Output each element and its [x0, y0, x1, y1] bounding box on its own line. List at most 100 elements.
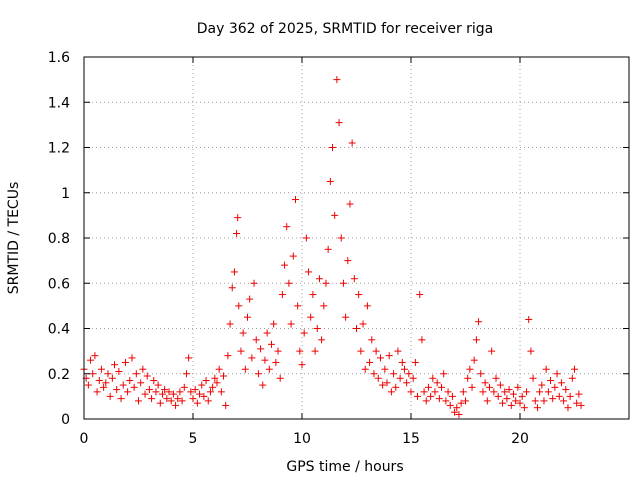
data-point-marker — [187, 388, 195, 396]
data-point-marker — [368, 336, 376, 344]
data-point-marker — [333, 76, 341, 84]
data-point-marker — [359, 320, 367, 328]
data-point-marker — [322, 279, 330, 287]
data-point-marker — [87, 356, 95, 364]
data-point-marker — [429, 374, 437, 382]
data-point-marker — [346, 200, 354, 208]
data-points — [80, 76, 585, 418]
data-point-marker — [577, 401, 585, 409]
data-point-marker — [407, 388, 415, 396]
data-point-marker — [233, 229, 241, 237]
data-point-marker — [259, 381, 267, 389]
x-tick-labels: 0 5 10 15 20 — [80, 431, 529, 447]
data-point-marker — [281, 261, 289, 269]
data-point-marker — [416, 291, 424, 299]
data-point-marker — [198, 381, 206, 389]
data-point-marker — [433, 379, 441, 387]
data-point-marker — [549, 395, 557, 403]
data-point-marker — [158, 390, 166, 398]
data-point-marker — [257, 345, 265, 353]
data-point-marker — [318, 336, 326, 344]
data-point-marker — [202, 377, 210, 385]
grid-lines — [84, 57, 629, 419]
data-point-marker — [411, 358, 419, 366]
data-point-marker — [237, 347, 245, 355]
data-point-marker — [448, 392, 456, 400]
data-point-marker — [185, 354, 193, 362]
data-point-marker — [204, 397, 212, 405]
data-point-marker — [376, 354, 384, 362]
data-point-marker — [403, 379, 411, 387]
data-point-marker — [553, 370, 561, 378]
data-point-marker — [396, 374, 404, 382]
data-point-marker — [435, 395, 443, 403]
data-point-marker — [503, 395, 511, 403]
data-point-marker — [357, 347, 365, 355]
data-point-marker — [516, 399, 524, 407]
data-point-marker — [239, 329, 247, 337]
data-point-marker — [132, 370, 140, 378]
data-point-marker — [337, 234, 345, 242]
data-point-marker — [130, 383, 138, 391]
data-point-marker — [246, 295, 254, 303]
x-tick-label: 20 — [511, 431, 529, 447]
data-point-marker — [492, 374, 500, 382]
data-point-marker — [172, 401, 180, 409]
data-point-marker — [278, 291, 286, 299]
data-point-marker — [427, 392, 435, 400]
data-point-marker — [525, 315, 533, 323]
data-point-marker — [154, 381, 162, 389]
data-point-marker — [568, 374, 576, 382]
data-point-marker — [387, 388, 395, 396]
data-point-marker — [540, 397, 548, 405]
data-point-marker — [206, 388, 214, 396]
data-point-marker — [383, 379, 391, 387]
x-tick-label: 0 — [80, 431, 89, 447]
data-point-marker — [523, 388, 531, 396]
data-point-marker — [102, 379, 110, 387]
data-point-marker — [472, 336, 480, 344]
y-tick-labels: 0 0.2 0.4 0.6 0.8 1 1.2 1.4 1.6 — [48, 50, 70, 428]
data-point-marker — [398, 358, 406, 366]
y-tick-label: 0.2 — [48, 367, 70, 383]
data-point-marker — [178, 397, 186, 405]
data-point-marker — [564, 404, 572, 412]
data-point-marker — [431, 388, 439, 396]
y-tick-label: 0.6 — [48, 276, 70, 292]
data-point-marker — [361, 365, 369, 373]
data-point-marker — [457, 399, 465, 407]
data-point-marker — [215, 365, 223, 373]
data-point-marker — [121, 358, 129, 366]
data-point-marker — [252, 336, 260, 344]
data-point-marker — [193, 399, 201, 407]
data-point-marker — [536, 388, 544, 396]
data-point-marker — [270, 320, 278, 328]
data-point-marker — [499, 399, 507, 407]
data-point-marker — [557, 379, 565, 387]
data-point-marker — [418, 336, 426, 344]
data-point-marker — [95, 377, 103, 385]
data-point-marker — [248, 354, 256, 362]
data-point-marker — [562, 386, 570, 394]
data-point-marker — [276, 374, 284, 382]
data-point-marker — [217, 388, 225, 396]
data-point-marker — [353, 325, 360, 332]
axis-ticks — [83, 56, 629, 420]
data-point-marker — [228, 284, 236, 292]
data-point-marker — [230, 268, 238, 276]
y-tick-label: 1 — [61, 186, 70, 202]
data-point-marker — [372, 347, 380, 355]
data-point-marker — [466, 365, 474, 373]
data-point-marker — [442, 397, 450, 405]
data-point-marker — [106, 392, 114, 400]
data-point-marker — [113, 386, 121, 394]
chart-title: Day 362 of 2025, SRMTID for receiver rig… — [197, 21, 494, 37]
data-point-marker — [494, 392, 502, 400]
data-point-marker — [405, 370, 413, 378]
data-point-marker — [551, 383, 559, 391]
data-point-marker — [444, 388, 452, 396]
data-point-marker — [84, 381, 92, 389]
data-point-marker — [250, 279, 258, 287]
data-point-marker — [451, 408, 459, 416]
